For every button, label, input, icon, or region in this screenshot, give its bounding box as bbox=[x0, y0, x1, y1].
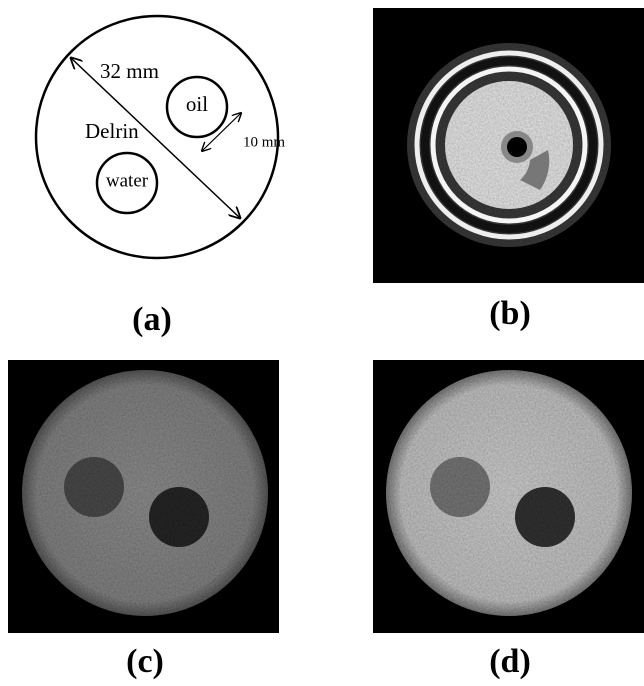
image-d bbox=[373, 360, 644, 633]
page: 32 mm oil water Delrin 10 mm (a) (b) (c)… bbox=[0, 0, 644, 686]
phantom-outline bbox=[36, 16, 278, 258]
image-disc bbox=[386, 370, 632, 616]
insert-label: oil bbox=[186, 92, 208, 116]
insert-label: water bbox=[106, 170, 149, 191]
image-disc bbox=[22, 370, 268, 616]
panel-label: (d) bbox=[489, 643, 531, 680]
insert-region bbox=[515, 487, 575, 547]
panel-label: (a) bbox=[132, 301, 172, 338]
hole-diameter-label: 10 mm bbox=[243, 134, 285, 150]
phantom-diagram: 32 mm oil water Delrin 10 mm bbox=[36, 16, 285, 258]
image-b bbox=[373, 8, 644, 283]
insert-region bbox=[149, 487, 209, 547]
panel-label: (c) bbox=[126, 643, 164, 680]
image-c bbox=[8, 360, 279, 633]
panel-label: (b) bbox=[489, 295, 531, 332]
insert-arrow bbox=[202, 113, 241, 151]
insert-region bbox=[430, 457, 490, 517]
center-hole bbox=[507, 137, 527, 157]
figure: 32 mm oil water Delrin 10 mm (a) (b) (c)… bbox=[0, 0, 644, 686]
diameter-label: 32 mm bbox=[100, 59, 159, 83]
material-label: Delrin bbox=[85, 119, 139, 143]
insert-region bbox=[64, 457, 124, 517]
